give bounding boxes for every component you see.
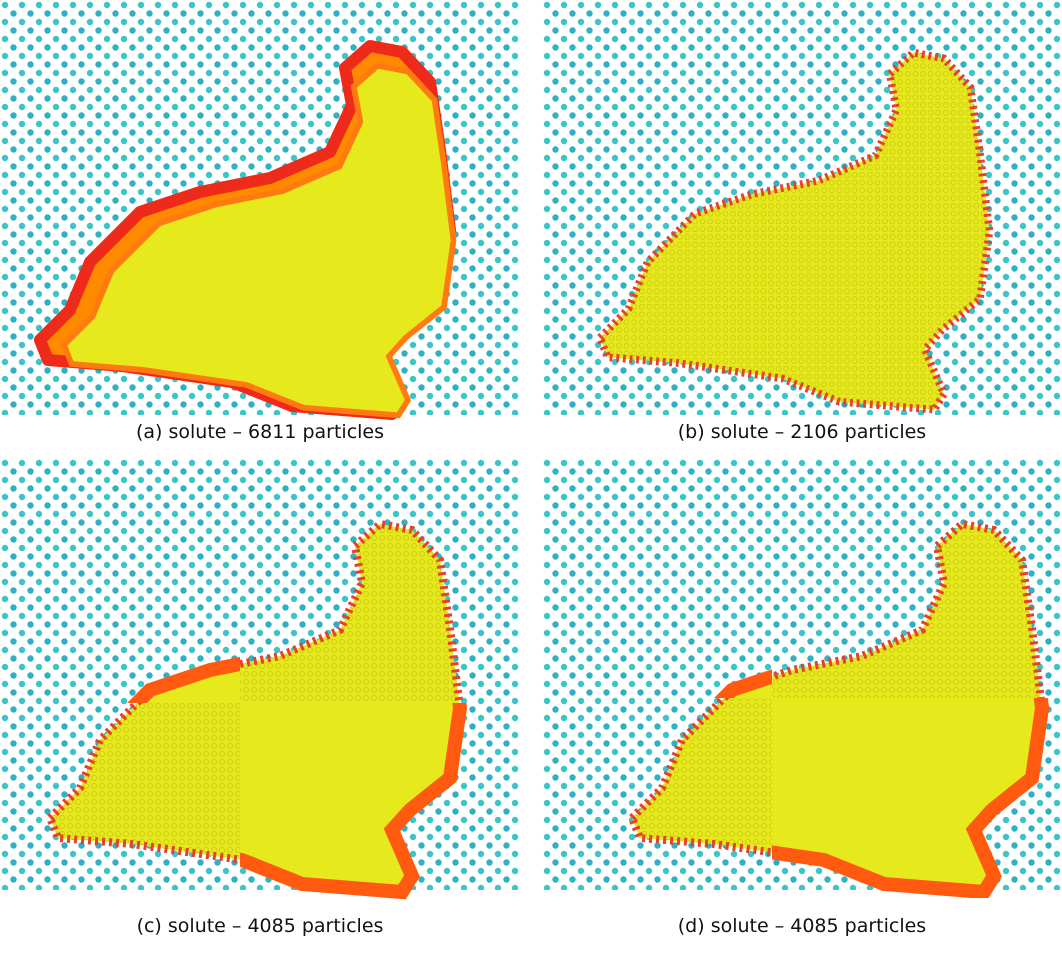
- caption: (b) solute – 2106 particles: [678, 421, 926, 443]
- panel-c: [0, 458, 520, 892]
- caption: (a) solute – 6811 particles: [136, 421, 384, 443]
- panel-a: [0, 0, 520, 415]
- panel-d: [542, 458, 1062, 892]
- figure: (a) solute – 6811 particles (b) solute –…: [0, 0, 1062, 973]
- caption: (c) solute – 4085 particles: [137, 915, 384, 937]
- caption: (d) solute – 4085 particles: [678, 915, 926, 937]
- panel-b: [542, 0, 1062, 415]
- page: (a) solute – 6811 particles (b) solute –…: [0, 0, 1062, 973]
